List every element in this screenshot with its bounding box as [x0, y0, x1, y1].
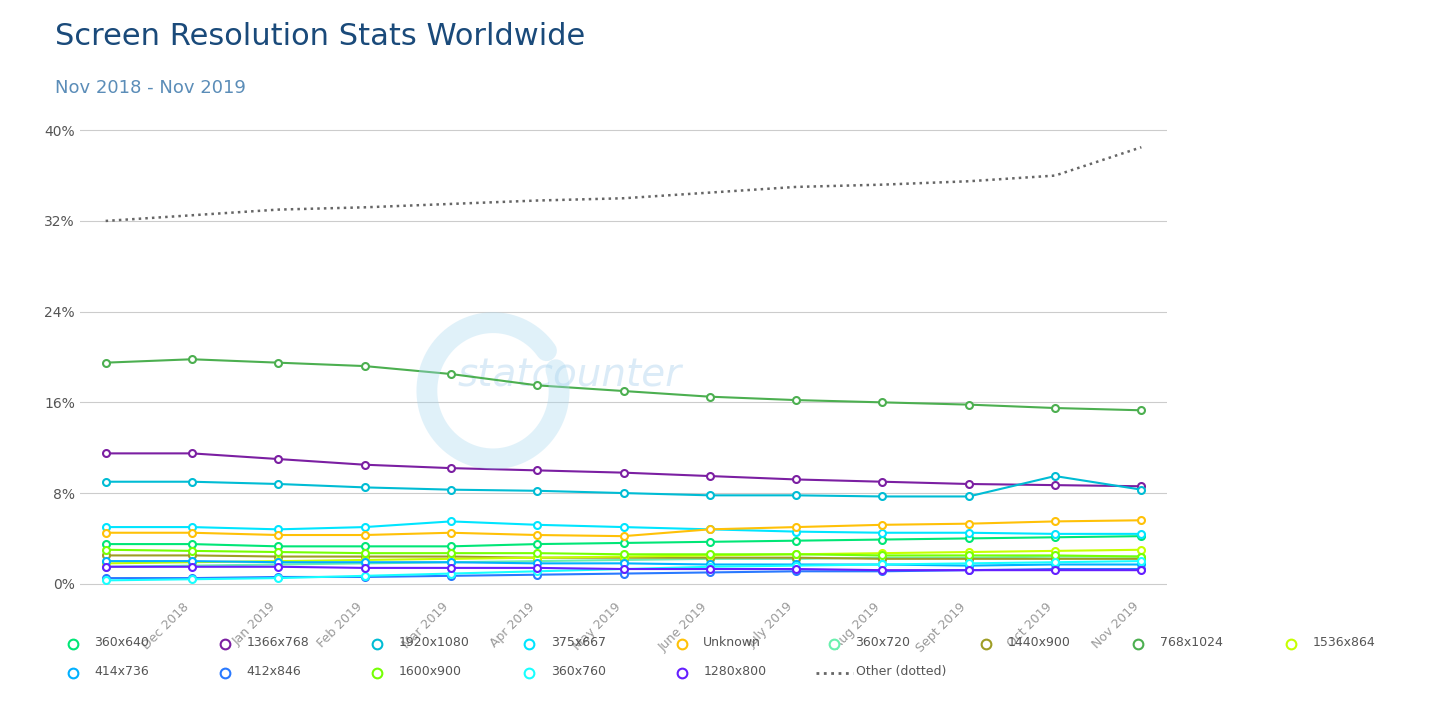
Text: 1440x900: 1440x900 [1008, 636, 1070, 649]
Text: Screen Resolution Stats Worldwide: Screen Resolution Stats Worldwide [55, 22, 586, 50]
Text: Edit Chart Data: Edit Chart Data [1266, 54, 1388, 68]
Text: 1366x768: 1366x768 [247, 636, 309, 649]
Text: 360x760: 360x760 [551, 665, 606, 678]
Text: Nov 2018 - Nov 2019: Nov 2018 - Nov 2019 [55, 79, 246, 97]
Text: statcounter: statcounter [457, 357, 682, 394]
Text: 375x667: 375x667 [551, 636, 606, 649]
Text: 1600x900: 1600x900 [399, 665, 461, 678]
Text: 768x1024: 768x1024 [1160, 636, 1222, 649]
Text: 1920x1080: 1920x1080 [399, 636, 470, 649]
Text: 360x720: 360x720 [856, 636, 911, 649]
Text: 1536x864: 1536x864 [1312, 636, 1375, 649]
Text: Other (dotted): Other (dotted) [856, 665, 945, 678]
Text: 412x846: 412x846 [247, 665, 302, 678]
Text: 1280x800: 1280x800 [703, 665, 767, 678]
Text: Unknown: Unknown [703, 636, 761, 649]
Text: 360x640: 360x640 [94, 636, 149, 649]
Text: 414x736: 414x736 [94, 665, 149, 678]
